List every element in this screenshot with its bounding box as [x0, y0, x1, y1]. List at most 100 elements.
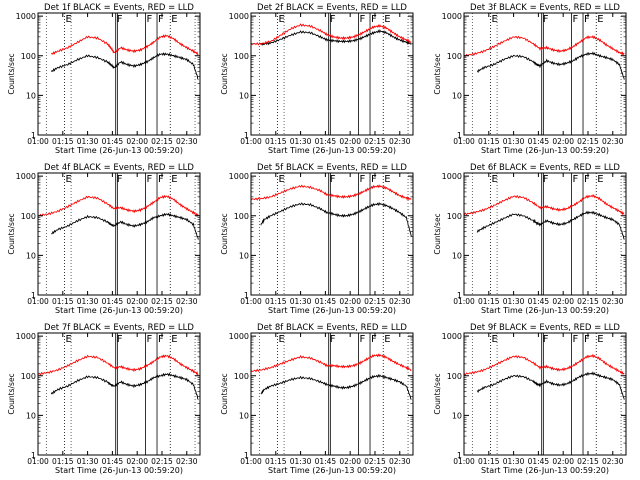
event-marker-label: F	[572, 334, 578, 345]
x-tick-label: 01:45	[528, 137, 550, 146]
x-tick-label: 01:00	[240, 137, 262, 146]
x-tick-label: 02:30	[602, 297, 624, 306]
plot-frame	[250, 332, 414, 456]
x-tick-label: 02:15	[364, 137, 386, 146]
y-axis-label: Counts/sec	[433, 53, 442, 94]
x-tick-label: 01:15	[478, 297, 500, 306]
x-tick-label: 02:00	[339, 137, 361, 146]
y-tick-label: 1000	[229, 332, 249, 341]
x-tick-label: 01:30	[77, 137, 99, 146]
x-tick-label: 01:15	[265, 137, 287, 146]
series-events	[476, 371, 625, 400]
y-tick-label: 10	[452, 411, 462, 420]
series-events	[476, 51, 625, 80]
series-events	[260, 29, 412, 46]
event-marker-label: F	[359, 174, 365, 185]
x-tick-label: 01:45	[102, 457, 124, 466]
series-lld	[463, 194, 625, 216]
event-marker-label: F	[146, 174, 152, 185]
y-tick-label: 1000	[16, 12, 36, 21]
event-marker-label: F	[543, 14, 549, 25]
y-tick-label: 1	[244, 451, 249, 460]
event-marker-label: E	[65, 14, 71, 25]
plot-frame	[250, 12, 414, 136]
event-marker-label: F	[158, 174, 164, 185]
plot-frame	[463, 12, 627, 136]
event-marker-label: E	[384, 334, 390, 345]
event-marker-label: F	[584, 174, 590, 185]
x-tick-label: 02:30	[176, 137, 198, 146]
y-tick-label: 10	[239, 411, 249, 420]
y-axis-label: Counts/sec	[220, 213, 229, 254]
event-marker-label: F	[543, 174, 549, 185]
y-axis-label: Counts/sec	[7, 373, 16, 414]
x-axis-label: Start Time (26-Jun-13 00:59:20)	[481, 306, 609, 315]
series-lld	[463, 34, 625, 58]
y-axis-label: Counts/sec	[433, 213, 442, 254]
event-marker-label: F	[117, 14, 123, 25]
y-tick-label: 100	[21, 372, 36, 381]
x-tick-label: 02:30	[389, 457, 411, 466]
y-tick-label: 1	[31, 451, 36, 460]
plot-frame	[37, 12, 201, 136]
x-tick-label: 01:00	[27, 297, 49, 306]
x-tick-label: 01:15	[478, 457, 500, 466]
y-axis-label: Counts/sec	[7, 213, 16, 254]
series-events	[50, 52, 199, 80]
x-tick-label: 02:30	[176, 457, 198, 466]
plot-frame	[37, 172, 201, 296]
y-axis-label: Counts/sec	[220, 373, 229, 414]
series-lld	[250, 184, 412, 201]
event-marker-label: F	[584, 334, 590, 345]
plot-frame	[37, 332, 201, 456]
y-tick-label: 10	[452, 251, 462, 260]
series-lld	[37, 354, 199, 376]
y-tick-label: 1000	[229, 12, 249, 21]
x-axis-label: Start Time (26-Jun-13 00:59:20)	[268, 306, 396, 315]
x-tick-label: 01:45	[315, 457, 337, 466]
x-tick-label: 01:45	[102, 137, 124, 146]
y-tick-label: 1000	[16, 332, 36, 341]
x-tick-label: 01:45	[102, 297, 124, 306]
event-marker-label: F	[146, 14, 152, 25]
x-tick-label: 01:30	[503, 457, 525, 466]
y-axis-label: Counts/sec	[433, 373, 442, 414]
series-events	[260, 201, 412, 237]
panel-title: Det 4f BLACK = Events, RED = LLD	[44, 163, 194, 173]
x-tick-label: 01:00	[27, 137, 49, 146]
x-tick-label: 02:30	[389, 137, 411, 146]
x-tick-label: 01:15	[478, 137, 500, 146]
x-tick-label: 01:15	[52, 457, 74, 466]
event-marker-label: F	[572, 174, 578, 185]
x-tick-label: 01:15	[52, 137, 74, 146]
x-tick-label: 01:30	[290, 137, 312, 146]
y-tick-label: 1000	[16, 172, 36, 181]
x-tick-label: 02:15	[577, 457, 599, 466]
x-tick-label: 02:00	[339, 297, 361, 306]
event-marker-label: F	[117, 174, 123, 185]
event-marker-label: F	[330, 334, 336, 345]
x-tick-label: 01:15	[265, 457, 287, 466]
x-tick-label: 01:45	[315, 297, 337, 306]
event-marker-label: E	[278, 174, 284, 185]
y-tick-label: 10	[452, 91, 462, 100]
y-tick-label: 1	[244, 131, 249, 140]
series-events	[476, 210, 625, 240]
event-marker-label: F	[117, 334, 123, 345]
event-marker-label: F	[359, 14, 365, 25]
series-events	[260, 373, 412, 400]
panel-title: Det 6f BLACK = Events, RED = LLD	[470, 163, 620, 173]
panel-title: Det 9f BLACK = Events, RED = LLD	[470, 323, 620, 333]
event-marker-label: F	[371, 174, 377, 185]
y-tick-label: 1	[244, 291, 249, 300]
x-tick-label: 02:15	[364, 297, 386, 306]
series-lld	[37, 194, 199, 218]
event-marker-label: F	[371, 14, 377, 25]
x-tick-label: 02:00	[552, 457, 574, 466]
